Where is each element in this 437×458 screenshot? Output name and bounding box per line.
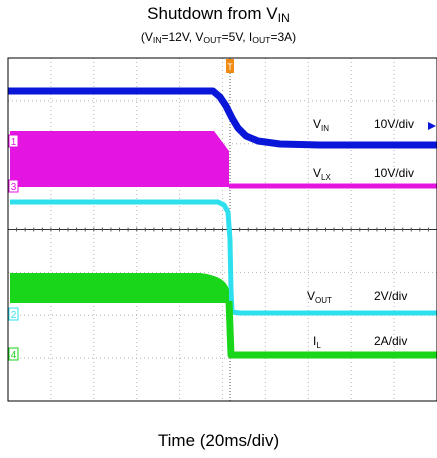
trigger-marker — [226, 59, 234, 73]
trace-vout — [10, 199, 437, 316]
channel-marker-1: 1 — [11, 137, 17, 148]
channel-marker-box — [8, 307, 19, 321]
series-scale: 2A/div — [374, 334, 407, 348]
graticule — [7, 58, 437, 401]
series-scale: 10V/div — [374, 117, 414, 131]
channel-marker-box — [8, 134, 19, 148]
trace-vin — [8, 87, 437, 149]
channel-marker-box — [8, 347, 19, 361]
chart-title: Shutdown from VIN — [147, 4, 290, 26]
channel-marker-2: 2 — [11, 310, 17, 321]
series-scale: 10V/div — [374, 166, 414, 180]
channel-marker-4: 4 — [11, 350, 17, 361]
trace-il-band — [10, 273, 229, 303]
vin-arrow-marker — [428, 122, 436, 130]
channel-marker-3: 3 — [11, 182, 17, 193]
x-axis-label: Time (20ms/div) — [157, 431, 280, 450]
trace-labels: VIN 10V/div VLX 10V/div VOUT 2V/div IL 2A/div — [307, 117, 414, 350]
series-scale: 2V/div — [374, 289, 407, 303]
series-name: VOUT — [307, 289, 332, 305]
trace-vlx-band — [10, 131, 229, 187]
chart-subtitle: (VIN=12V, VOUT=5V, IOUT=3A) — [140, 30, 297, 46]
trace-il — [225, 300, 437, 359]
channel-markers: 1 3 2 4 T — [8, 59, 436, 361]
series-name: VIN — [313, 117, 329, 133]
series-name: VLX — [313, 166, 331, 182]
channel-marker-box — [8, 179, 19, 193]
trigger-marker-label: T — [227, 62, 233, 72]
traces — [8, 87, 437, 359]
plot-frame — [7, 57, 437, 402]
series-name: IL — [313, 334, 321, 350]
